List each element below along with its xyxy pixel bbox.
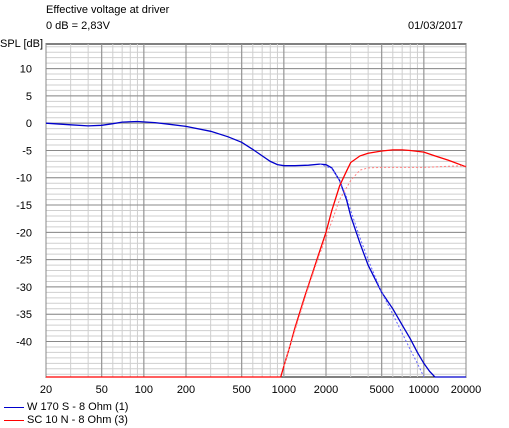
reference-level: 0 dB = 2,83V <box>46 20 110 32</box>
x-tick-label: 1000 <box>272 384 296 396</box>
x-tick-label: 5000 <box>369 384 393 396</box>
x-tick-label: 500 <box>233 384 251 396</box>
series-lines <box>45 120 467 378</box>
legend-swatch-blue <box>4 406 24 408</box>
series-line-3 <box>283 165 467 367</box>
y-tick-label: -5 <box>22 145 32 157</box>
y-tick-label: -35 <box>16 309 32 321</box>
legend-item-sc10n: SC 10 N - 8 Ohm (3) <box>4 414 128 426</box>
x-tick-label: 10000 <box>409 384 440 396</box>
y-tick-label: -25 <box>16 255 32 267</box>
legend-item-w170s: W 170 S - 8 Ohm (1) <box>4 401 128 413</box>
y-tick-label: -40 <box>16 337 32 349</box>
y-tick-label: -30 <box>16 282 32 294</box>
x-tick-label: 100 <box>135 384 153 396</box>
y-tick-label: -15 <box>16 200 32 212</box>
series-line-0 <box>45 120 466 378</box>
y-axis-label: SPL [dB] <box>0 38 44 50</box>
y-tick-label: -20 <box>16 227 32 239</box>
y-tick-label: 10 <box>20 64 32 76</box>
x-tick-label: 20 <box>40 384 52 396</box>
date-label: 01/03/2017 <box>408 20 464 32</box>
x-tick-label: 200 <box>177 384 195 396</box>
y-tick-label: -10 <box>16 173 32 185</box>
legend-label-sc10n: SC 10 N - 8 Ohm (3) <box>27 414 128 426</box>
y-tick-label: 5 <box>26 91 32 103</box>
y-tick-label: 0 <box>26 118 32 130</box>
x-tick-label: 50 <box>96 384 108 396</box>
x-tick-label: 2000 <box>314 384 338 396</box>
legend-swatch-red <box>4 419 24 421</box>
legend-label-w170s: W 170 S - 8 Ohm (1) <box>27 401 129 413</box>
chart-title: Effective voltage at driver <box>46 4 170 16</box>
x-tick-label: 20000 <box>451 384 482 396</box>
